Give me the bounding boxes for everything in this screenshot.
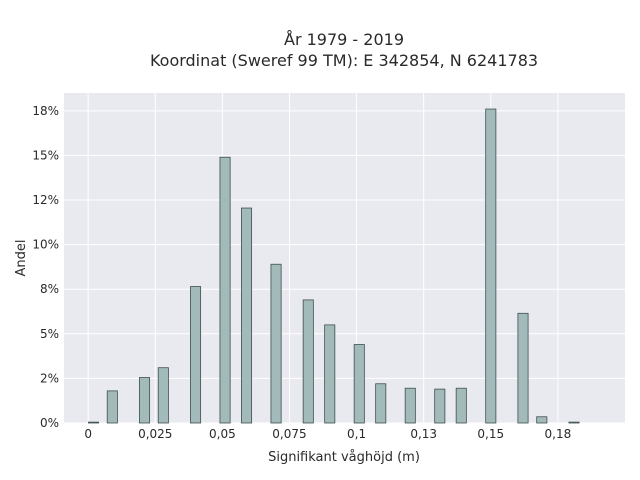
y-tick-label: 12% [32,193,59,207]
histogram-bar [139,377,151,424]
histogram-bar [455,387,467,424]
y-tick-label: 8% [40,282,59,296]
histogram-bar [302,299,314,424]
histogram-bar [404,387,416,424]
histogram-bar [157,367,169,424]
x-tick-label: 0,15 [477,427,504,441]
histogram-bar [324,324,336,424]
x-tick-label: 0,025 [138,427,172,441]
y-tick-label: 5% [40,327,59,341]
histogram-bar [485,108,497,424]
x-tick-labels: 0 0,025 0,05 0,075 0,1 0,13 0,15 0,18 [84,427,571,441]
y-tick-label: 10% [32,238,59,252]
histogram-bar [106,390,118,424]
y-tick-label: 18% [32,104,59,118]
histogram-bar [517,312,529,424]
grid [64,93,625,424]
chart-title-line-2: Koordinat (Sweref 99 TM): E 342854, N 62… [150,51,538,70]
histogram-bar [270,263,282,424]
bars [88,108,580,424]
plot-area [64,93,625,423]
histogram-bar [353,344,365,424]
histogram-bar [568,421,580,424]
histogram-bar [88,421,100,424]
x-tick-label: 0,1 [347,427,366,441]
histogram-bar [434,388,446,424]
x-tick-label: 0,18 [545,427,572,441]
x-tick-label: 0 [84,427,92,441]
x-tick-label: 0,05 [209,427,236,441]
histogram-bar [536,416,548,424]
y-tick-labels: 0% 2% 5% 8% 10% 12% 15% 18% [32,104,59,430]
y-tick-label: 0% [40,416,59,430]
y-axis-label: Andel [14,240,29,277]
y-tick-label: 15% [32,148,59,162]
x-tick-label: 0,075 [272,427,306,441]
chart-title-line-1: År 1979 - 2019 [284,30,404,49]
histogram-bar [375,383,387,424]
histogram-bar [241,207,253,424]
histogram-bar [219,156,231,424]
x-axis-label: Signifikant våghöjd (m) [268,450,420,465]
y-tick-label: 2% [40,371,59,385]
histogram-bar [190,286,202,424]
x-tick-label: 0,13 [410,427,437,441]
